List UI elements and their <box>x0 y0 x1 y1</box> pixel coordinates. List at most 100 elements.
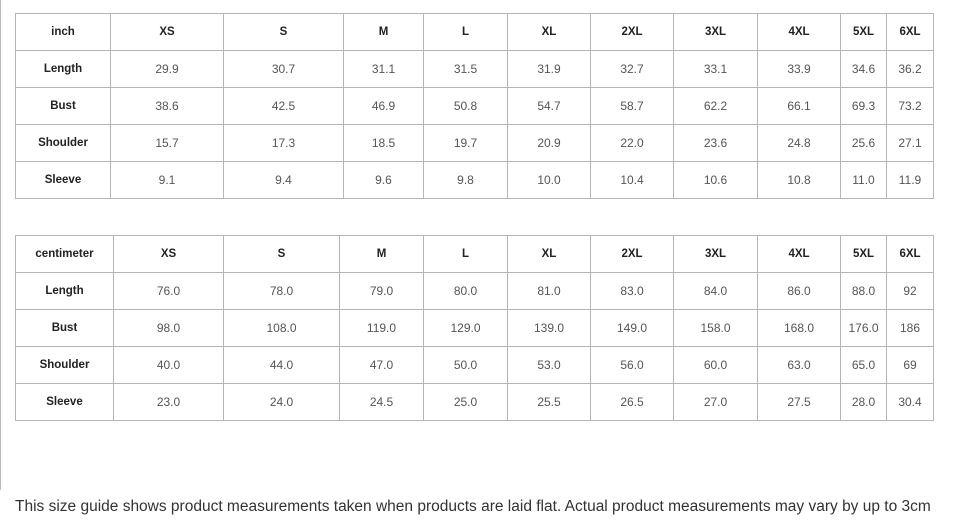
cell: 31.9 <box>507 50 591 88</box>
cell: 27.5 <box>757 383 841 421</box>
cell: 34.6 <box>840 50 887 88</box>
cell: 27.0 <box>673 383 758 421</box>
table-row: Length 29.9 30.7 31.1 31.5 31.9 32.7 33.1 33.9 34… <box>15 50 934 88</box>
header-row: inch XS S M L XL 2XL 3XL 4XL 5XL 6XL <box>15 13 934 51</box>
cell: 30.7 <box>223 50 344 88</box>
table-row: Length 76.0 78.0 79.0 80.0 81.0 83.0 84.0 86.0 88… <box>15 272 934 310</box>
cell: 25.6 <box>840 124 887 162</box>
cell: 60.0 <box>673 346 758 384</box>
cell: 53.0 <box>507 346 591 384</box>
header-cell: 3XL <box>673 13 758 51</box>
cell: 30.4 <box>886 383 934 421</box>
cell: 79.0 <box>339 272 424 310</box>
cell: 26.5 <box>590 383 674 421</box>
row-label: Shoulder <box>15 124 111 162</box>
cell: 50.0 <box>423 346 508 384</box>
cell: 31.5 <box>423 50 508 88</box>
cell: 83.0 <box>590 272 674 310</box>
cell: 81.0 <box>507 272 591 310</box>
cell: 69 <box>886 346 934 384</box>
cell: 10.6 <box>673 161 758 199</box>
cell: 25.5 <box>507 383 591 421</box>
cell: 38.6 <box>110 87 224 125</box>
cell: 23.6 <box>673 124 758 162</box>
cell: 22.0 <box>590 124 674 162</box>
row-label: Length <box>15 272 114 310</box>
cell: 54.7 <box>507 87 591 125</box>
cell: 11.9 <box>886 161 934 199</box>
cell: 129.0 <box>423 309 508 347</box>
footnote: This size guide shows product measuremen… <box>15 498 931 515</box>
cell: 40.0 <box>113 346 224 384</box>
header-cell: 4XL <box>757 13 841 51</box>
cell: 36.2 <box>886 50 934 88</box>
row-label: Bust <box>15 87 111 125</box>
table-row: Sleeve 23.0 24.0 24.5 25.0 25.5 26.5 27.0 27.5 28… <box>15 383 934 421</box>
header-cell: L <box>423 235 508 273</box>
header-cell: 3XL <box>673 235 758 273</box>
cell: 18.5 <box>343 124 424 162</box>
table-row: Sleeve 9.1 9.4 9.6 9.8 10.0 10.4 10.6 10.8 11.0 11… <box>15 161 934 199</box>
row-label: Length <box>15 50 111 88</box>
cell: 65.0 <box>840 346 887 384</box>
cell: 56.0 <box>590 346 674 384</box>
row-label: Bust <box>15 309 114 347</box>
cell: 176.0 <box>840 309 887 347</box>
cell: 73.2 <box>886 87 934 125</box>
header-cell: centimeter <box>15 235 114 273</box>
header-cell: 5XL <box>840 13 887 51</box>
cell: 62.2 <box>673 87 758 125</box>
left-border <box>0 0 1 490</box>
cell: 11.0 <box>840 161 887 199</box>
size-table: inch XS S M L XL 2XL 3XL 4XL 5XL 6XL Length 29.9 30.7… <box>15 13 934 199</box>
header-cell: 6XL <box>886 13 934 51</box>
cell: 88.0 <box>840 272 887 310</box>
header-cell: XL <box>507 235 591 273</box>
header-cell: S <box>223 13 344 51</box>
cell: 168.0 <box>757 309 841 347</box>
cell: 17.3 <box>223 124 344 162</box>
cell: 20.9 <box>507 124 591 162</box>
cell: 84.0 <box>673 272 758 310</box>
cell: 9.6 <box>343 161 424 199</box>
cell: 25.0 <box>423 383 508 421</box>
cell: 69.3 <box>840 87 887 125</box>
cell: 42.5 <box>223 87 344 125</box>
cell: 10.4 <box>590 161 674 199</box>
cell: 186 <box>886 309 934 347</box>
cell: 24.5 <box>339 383 424 421</box>
cell: 139.0 <box>507 309 591 347</box>
cell: 9.4 <box>223 161 344 199</box>
header-cell: inch <box>15 13 111 51</box>
cell: 80.0 <box>423 272 508 310</box>
cell: 47.0 <box>339 346 424 384</box>
row-label: Sleeve <box>15 383 114 421</box>
cell: 98.0 <box>113 309 224 347</box>
cell: 33.1 <box>673 50 758 88</box>
header-cell: M <box>339 235 424 273</box>
cell: 29.9 <box>110 50 224 88</box>
header-cell: S <box>223 235 340 273</box>
header-cell: XL <box>507 13 591 51</box>
cell: 24.0 <box>223 383 340 421</box>
header-cell: XS <box>110 13 224 51</box>
cell: 44.0 <box>223 346 340 384</box>
table-row: Bust 38.6 42.5 46.9 50.8 54.7 58.7 62.2 66.1 69.3… <box>15 87 934 125</box>
header-row: centimeter XS S M L XL 2XL 3XL 4XL 5XL 6XL <box>15 235 934 273</box>
cell: 23.0 <box>113 383 224 421</box>
cell: 86.0 <box>757 272 841 310</box>
table-row: Bust 98.0 108.0 119.0 129.0 139.0 149.0 158.0 16… <box>15 309 934 347</box>
cell: 58.7 <box>590 87 674 125</box>
row-label: Shoulder <box>15 346 114 384</box>
cell: 28.0 <box>840 383 887 421</box>
cell: 24.8 <box>757 124 841 162</box>
cell: 50.8 <box>423 87 508 125</box>
cell: 9.8 <box>423 161 508 199</box>
cell: 27.1 <box>886 124 934 162</box>
table-row: Shoulder 15.7 17.3 18.5 19.7 20.9 22.0 23.6 24.8… <box>15 124 934 162</box>
row-label: Sleeve <box>15 161 111 199</box>
header-cell: XS <box>113 235 224 273</box>
cell: 158.0 <box>673 309 758 347</box>
cell: 46.9 <box>343 87 424 125</box>
